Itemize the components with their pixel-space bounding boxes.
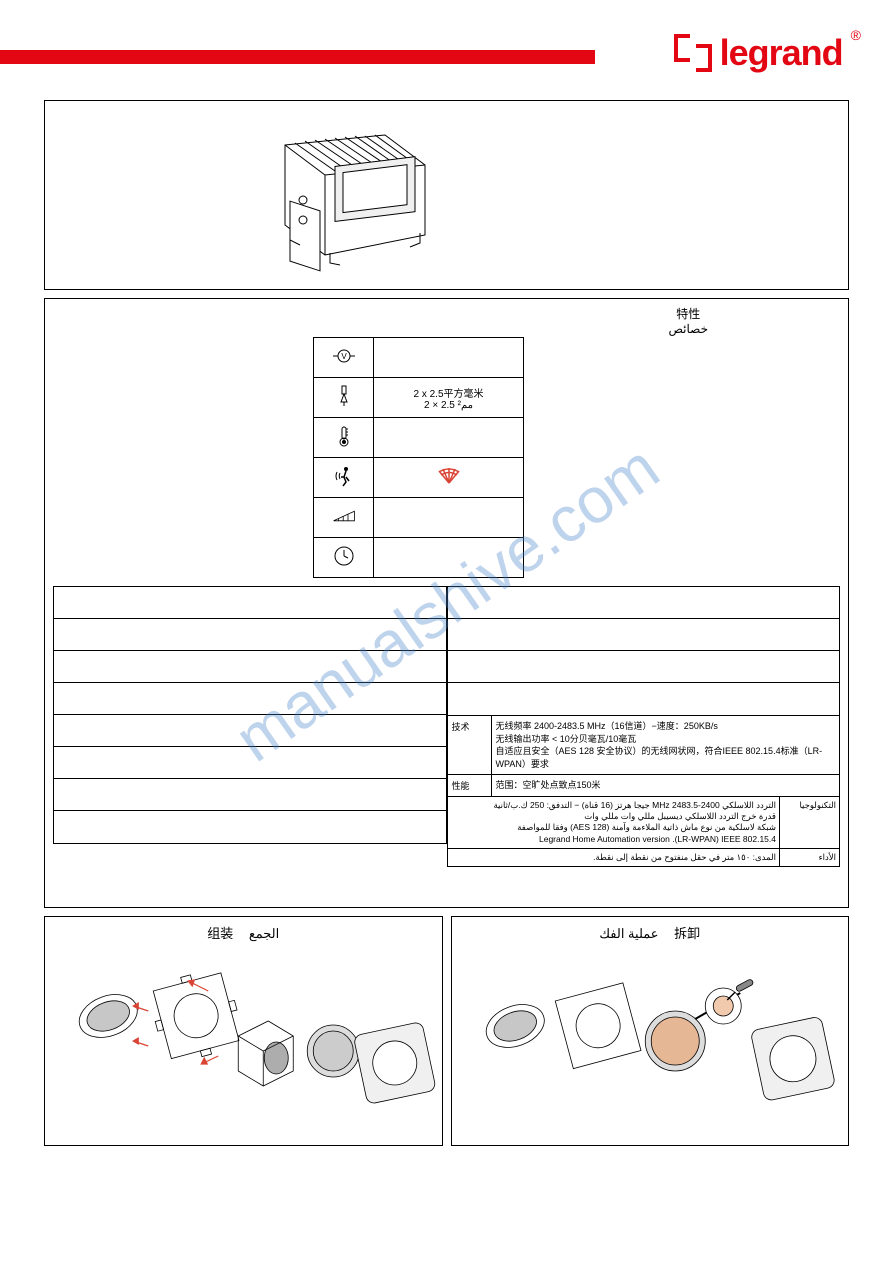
- table-row: [448, 651, 840, 683]
- assembly-box: 组装 الجمع: [44, 916, 443, 1146]
- assembly-svg: [51, 946, 436, 1136]
- table-row: [448, 587, 840, 619]
- table-row: [448, 683, 840, 715]
- tech-cn-row: 技术 无线频率 2400-2483.5 MHz（16信道）−速度：250KB/s…: [448, 716, 840, 775]
- disassembly-box: عملية الفك 拆卸: [451, 916, 850, 1146]
- product-line-drawing: [225, 115, 445, 275]
- voltage-value: [374, 338, 524, 378]
- perf-ar-label: الأداء: [779, 849, 839, 866]
- logo-icon: [674, 34, 712, 72]
- tech-ar-line: Legrand Home Automation version .(LR-WPA…: [451, 834, 777, 845]
- tech-cn-values: 无线频率 2400-2483.5 MHz（16信道）−速度：250KB/s 无线…: [492, 716, 840, 774]
- table-row: [54, 715, 446, 747]
- time-icon-cell: [314, 538, 374, 578]
- tech-ar-row: التكنولوجيا التردد اللاسلكي 2400-2483.5 …: [448, 797, 840, 848]
- table-row: [54, 811, 446, 843]
- tech-cn-line: 自适应且安全（AES 128 安全协议）的无线网状网，符合IEEE 802.15…: [496, 745, 836, 770]
- bottom-row: 组装 الجمع: [44, 916, 849, 1146]
- wire-icon-cell: [314, 378, 374, 418]
- table-row: [54, 683, 446, 715]
- voltage-icon-cell: V: [314, 338, 374, 378]
- assembly-drawing: [51, 946, 436, 1136]
- spec-row-range: [314, 498, 524, 538]
- disassembly-title: عملية الفك 拆卸: [458, 923, 843, 942]
- range-icon: [332, 504, 356, 528]
- spec-row-voltage: V: [314, 338, 524, 378]
- tech-table-chinese: 技术 无线频率 2400-2483.5 MHz（16信道）−速度：250KB/s…: [447, 715, 841, 797]
- voltage-icon: V: [332, 344, 356, 368]
- tech-table-arabic: التكنولوجيا التردد اللاسلكي 2400-2483.5 …: [447, 796, 841, 866]
- motion-value: [374, 458, 524, 498]
- perf-cn-label: 性能: [448, 775, 492, 796]
- table-row: [54, 651, 446, 683]
- tech-ar-line: قدرة خرج التردد اللاسلكي ديسيبل مللي وات…: [451, 811, 777, 822]
- tech-cn-line: 无线输出功率 < 10分贝毫瓦/10毫瓦: [496, 733, 836, 746]
- spec-row-temp: [314, 418, 524, 458]
- table-row: [54, 779, 446, 811]
- tech-cn-line: 无线频率 2400-2483.5 MHz（16信道）−速度：250KB/s: [496, 720, 836, 733]
- tech-ar-label: التكنولوجيا: [779, 797, 839, 847]
- spec-row-wire: 2 x 2.5平方毫米 2 × 2.5 مم²: [314, 378, 524, 418]
- logo-text: legrand: [720, 32, 843, 74]
- tech-ar-line: التردد اللاسلكي 2400-2483.5 MHz جيجا هرت…: [451, 800, 777, 811]
- perf-cn-row: 性能 范围：空旷处点致点150米: [448, 775, 840, 796]
- range-value: [374, 498, 524, 538]
- table-row: [54, 747, 446, 779]
- temp-value: [374, 418, 524, 458]
- time-value: [374, 538, 524, 578]
- spec-row-time: [314, 538, 524, 578]
- disassembly-title-cn: 拆卸: [674, 926, 700, 941]
- logo-registered: ®: [851, 27, 861, 43]
- motion-icon: [332, 464, 356, 488]
- disassembly-title-ar: عملية الفك: [599, 926, 658, 941]
- empty-table-1: [53, 586, 447, 844]
- tech-ar-values: التردد اللاسلكي 2400-2483.5 MHz جيجا هرت…: [448, 797, 780, 847]
- svg-text:V: V: [341, 352, 347, 361]
- lower-tables-grid: 技术 无线频率 2400-2483.5 MHz（16信道）−速度：250KB/s…: [53, 586, 840, 867]
- table-row: [54, 619, 446, 651]
- product-image-box: [44, 100, 849, 290]
- clock-icon: [332, 544, 356, 568]
- wire-value: 2 x 2.5平方毫米 2 × 2.5 مم²: [374, 378, 524, 418]
- header-red-bar: [0, 50, 595, 64]
- lower-left-column: [53, 586, 447, 867]
- disassembly-drawing: [458, 946, 843, 1136]
- thermometer-icon: [332, 424, 356, 448]
- assembly-title-cn: 组装: [207, 926, 233, 941]
- char-title-cn: 特性: [668, 305, 708, 322]
- lower-right-column: 技术 无线频率 2400-2483.5 MHz（16信道）−速度：250KB/s…: [447, 586, 841, 867]
- spec-row-motion: [314, 458, 524, 498]
- assembly-title-ar: الجمع: [249, 926, 279, 941]
- perf-ar-row: الأداء المدى: ١٥٠ متر في حقل منفتوح من ن…: [448, 849, 840, 866]
- brand-logo: legrand ®: [674, 32, 861, 74]
- tech-cn-label: 技术: [448, 716, 492, 774]
- tech-ar-line: شبكة لاسلكية من نوع ماش ذاتية الملاءمة و…: [451, 822, 777, 833]
- spec-icon-table: V 2 x 2.5平方毫米 2 × 2.5 مم²: [313, 337, 524, 578]
- pir-sensor-icon: [435, 467, 463, 485]
- char-title-ar: خصائص: [668, 322, 708, 336]
- range-icon-cell: [314, 498, 374, 538]
- perf-cn-value: 范围：空旷处点致点150米: [492, 775, 840, 796]
- motion-icon-cell: [314, 458, 374, 498]
- wire-cn: 2 x 2.5平方毫米: [384, 385, 513, 400]
- page-content: manualshive.com 特性 خصائص V: [44, 100, 849, 1146]
- empty-table-2: [447, 586, 841, 716]
- product-svg: [225, 115, 445, 275]
- table-row: [448, 619, 840, 651]
- disassembly-svg: [458, 946, 843, 1136]
- temp-icon-cell: [314, 418, 374, 458]
- wire-ar: 2 × 2.5 مم²: [384, 400, 513, 411]
- assembly-title: 组装 الجمع: [51, 923, 436, 942]
- characteristics-title: 特性 خصائص: [668, 305, 708, 336]
- perf-ar-value: المدى: ١٥٠ متر في حقل منفتوح من نقطة إلى…: [448, 849, 780, 866]
- table-row: [54, 587, 446, 619]
- characteristics-box: manualshive.com 特性 خصائص V: [44, 298, 849, 908]
- screwdriver-icon: [332, 384, 356, 408]
